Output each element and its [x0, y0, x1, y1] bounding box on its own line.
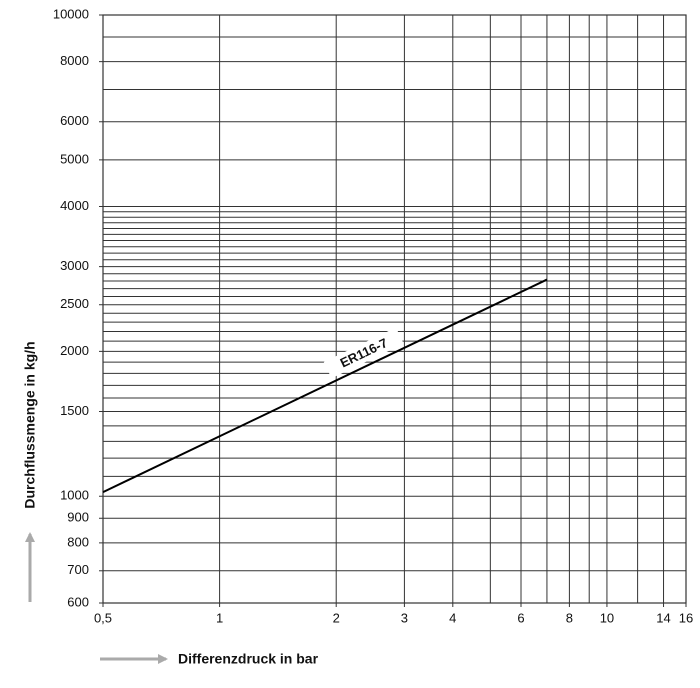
x-tick-label: 8: [566, 610, 573, 625]
y-tick-label: 3000: [60, 258, 89, 273]
y-tick-label: 1500: [60, 403, 89, 418]
y-tick-label: 6000: [60, 113, 89, 128]
x-tick-label: 0,5: [94, 610, 112, 625]
y-tick-label: 1000: [60, 488, 89, 503]
x-tick-label: 2: [333, 610, 340, 625]
x-tick-label: 4: [449, 610, 456, 625]
series-line: [102, 278, 548, 494]
y-tick-label: 4000: [60, 198, 89, 213]
y-tick-label: 10000: [53, 6, 89, 21]
y-tick-label: 2500: [60, 296, 89, 311]
y-tick-label: 800: [67, 534, 89, 549]
y-tick-label: 5000: [60, 151, 89, 166]
y-axis-title: Durchflussmenge in kg/h: [22, 341, 38, 508]
x-tick-label: 10: [600, 610, 614, 625]
plot-frame: [102, 14, 687, 604]
y-tick-label: 600: [67, 594, 89, 609]
x-tick-label: 14: [656, 610, 670, 625]
x-tick-label: 16: [679, 610, 693, 625]
y-tick-label: 900: [67, 510, 89, 525]
x-tick-label: 6: [517, 610, 524, 625]
y-tick-label: 8000: [60, 53, 89, 68]
x-tick-label: 3: [401, 610, 408, 625]
series-label-bg: [323, 327, 404, 379]
x-tick-label: 1: [216, 610, 223, 625]
x-axis-title: Differenzdruck in bar: [178, 651, 319, 667]
y-tick-label: 700: [67, 562, 89, 577]
y-tick-label: 2000: [60, 343, 89, 358]
